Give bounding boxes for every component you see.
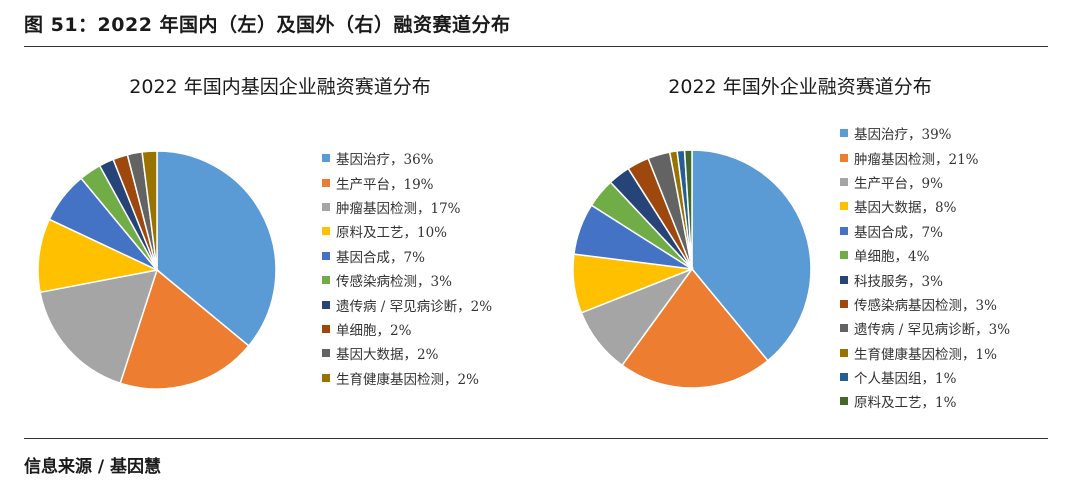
legend-item: 原料及工艺，10% [322,219,492,243]
legend-label: 基因大数据，8% [854,200,957,217]
domestic-legend: 基因治疗，36% 生产平台，19% 肿瘤基因检测，17% 原料及工艺，10% 基因合成，… [322,146,492,390]
legend-swatch [322,349,330,358]
pie-slice-domestic-1 [119,268,250,390]
domestic-chart-title: 2022 年国内基因企业融资赛道分布 [129,76,431,98]
legend-item: 肿瘤基因检测，17% [322,195,492,219]
legend-swatch [840,275,848,284]
legend-label: 传感染病基因检测，3% [854,297,997,314]
legend-swatch [840,226,848,235]
legend-swatch [322,178,330,187]
domestic-pie-chart [37,150,277,390]
legend-swatch [840,397,848,406]
legend-item: 遗传病 / 罕见病诊断，3% [840,316,1010,340]
pie-slice-domestic-0 [156,150,277,347]
bottom-divider [24,438,1048,439]
top-divider [24,46,1048,47]
legend-item: 基因大数据，8% [840,194,1010,218]
legend-swatch [840,299,848,308]
legend-label: 生育健康基因检测，2% [336,371,479,388]
legend-item: 遗传病 / 罕见病诊断，2% [322,292,492,316]
legend-swatch [840,202,848,211]
pie-slice-domestic-9 [141,150,158,271]
legend-item: 基因合成，7% [322,244,492,268]
legend-label: 遗传病 / 罕见病诊断，2% [336,298,493,315]
legend-swatch [322,154,330,163]
legend-item: 基因大数据，2% [322,341,492,365]
legend-swatch [840,129,848,138]
legend-swatch [840,348,848,357]
legend-item: 基因合成，7% [840,219,1010,243]
legend-swatch [322,373,330,382]
legend-label: 原料及工艺，10% [336,225,448,242]
legend-label: 原料及工艺，1% [854,395,957,412]
legend-item: 生产平台，9% [840,170,1010,194]
legend-item: 生育健康基因检测，2% [322,366,492,390]
legend-item: 基因治疗，36% [322,146,492,170]
legend-item: 肿瘤基因检测，21% [840,145,1010,169]
legend-label: 基因大数据，2% [336,347,439,364]
overseas-legend: 基因治疗，39% 肿瘤基因检测，21% 生产平台，9% 基因大数据，8% 基因合成，7%… [840,121,1010,414]
overseas-chart-title: 2022 年国外企业融资赛道分布 [668,76,932,98]
legend-swatch [840,324,848,333]
pie-slice-overseas-1 [621,267,769,389]
pie-slice-overseas-0 [691,149,812,362]
legend-label: 基因治疗，36% [336,152,434,169]
overseas-pie-chart [572,149,812,389]
legend-label: 单细胞，4% [854,249,930,266]
legend-label: 基因合成，7% [854,224,943,241]
legend-swatch [840,251,848,260]
legend-swatch [322,227,330,236]
pie-slice-domestic-3 [37,218,160,294]
legend-item: 个人基因组，1% [840,365,1010,389]
legend-label: 生产平台，19% [336,176,434,193]
legend-item: 单细胞，2% [322,317,492,341]
legend-item: 传感染病检测，3% [322,268,492,292]
pie-slice-overseas-11 [683,149,693,270]
legend-swatch [840,177,848,186]
legend-swatch [840,373,848,382]
legend-item: 基因治疗，39% [840,121,1010,145]
legend-item: 传感染病基因检测，3% [840,292,1010,316]
legend-label: 基因合成，7% [336,249,425,266]
legend-swatch [322,276,330,285]
legend-label: 肿瘤基因检测，17% [336,200,461,217]
legend-label: 科技服务，3% [854,273,943,290]
legend-label: 个人基因组，1% [854,371,957,388]
legend-label: 生产平台，9% [854,175,943,192]
legend-label: 单细胞，2% [336,322,412,339]
figure-title: 图 51：2022 年国内（左）及国外（右）融资赛道分布 [24,14,511,36]
legend-label: 生育健康基因检测，1% [854,346,997,363]
legend-item: 科技服务，3% [840,267,1010,291]
legend-swatch [322,202,330,211]
legend-item: 原料及工艺，1% [840,389,1010,413]
legend-label: 传感染病检测，3% [336,274,452,291]
legend-item: 生产平台，19% [322,170,492,194]
legend-label: 遗传病 / 罕见病诊断，3% [854,322,1011,339]
legend-swatch [322,251,330,260]
legend-swatch [840,153,848,162]
pie-slice-domestic-2 [39,269,159,385]
legend-item: 生育健康基因检测，1% [840,341,1010,365]
legend-swatch [322,300,330,309]
legend-label: 基因治疗，39% [854,127,952,144]
source-note: 信息来源 / 基因慧 [24,457,162,477]
legend-label: 肿瘤基因检测，21% [854,151,979,168]
legend-swatch [322,324,330,333]
legend-item: 单细胞，4% [840,243,1010,267]
